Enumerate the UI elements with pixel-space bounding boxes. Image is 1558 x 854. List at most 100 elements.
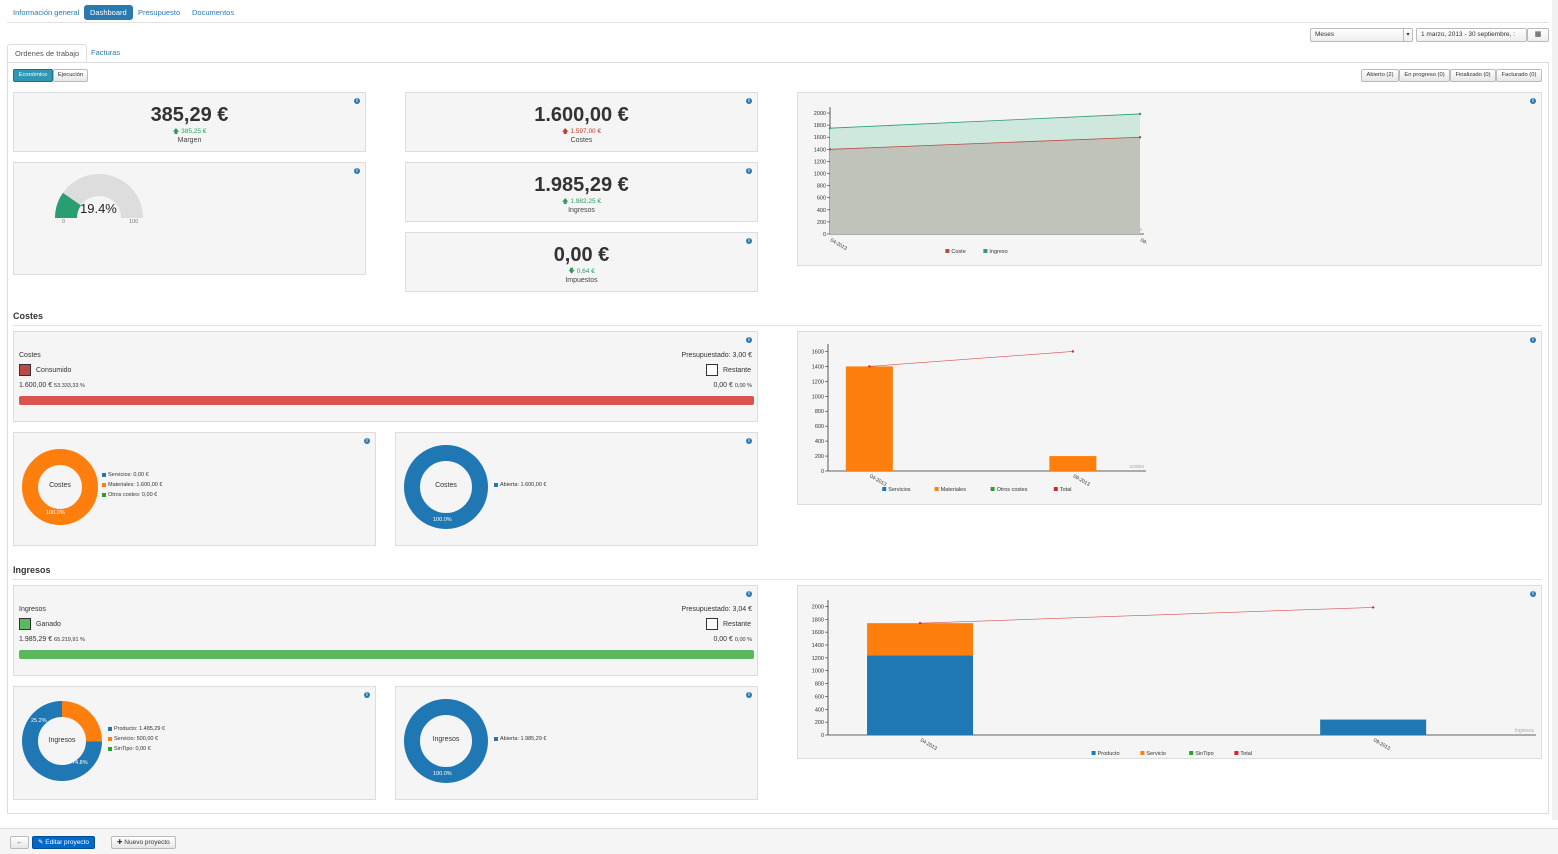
y-tick-label: 1000 bbox=[812, 669, 824, 675]
kpi-income-card: i 1.985,29 € 🡅 1.982,25 € Ingresos bbox=[405, 162, 758, 222]
kpi-taxes-delta-value: 0,64 € bbox=[576, 268, 595, 275]
point-total bbox=[1371, 606, 1375, 609]
execution-toggle[interactable]: Ejecución bbox=[53, 69, 88, 82]
kpi-taxes-value: 0,00 € bbox=[553, 244, 610, 266]
y-tick-label: 0 bbox=[821, 733, 824, 739]
y-tick-label: 600 bbox=[815, 424, 824, 430]
consumed-pct: 53.333,33 % bbox=[54, 383, 85, 389]
info-icon[interactable]: i bbox=[1530, 98, 1536, 104]
nav-documentos[interactable]: Documentos bbox=[192, 8, 235, 17]
donut-pct-label: 100.0% bbox=[433, 771, 452, 777]
info-icon[interactable]: i bbox=[746, 591, 752, 597]
point-total bbox=[868, 365, 871, 368]
y-tick-label: 600 bbox=[815, 694, 824, 700]
point-coste bbox=[1138, 136, 1142, 139]
ingresos-status-donut-card: i Ingresos 100.0% Abierta: 1.985,29 € bbox=[395, 686, 758, 800]
legend-item: Servicio: 500,00 € bbox=[108, 736, 158, 742]
filter-facturado[interactable]: Facturado (0) bbox=[1496, 69, 1542, 82]
legend-swatch bbox=[1140, 751, 1145, 755]
back-button[interactable]: ← bbox=[10, 836, 29, 849]
filter-abierto[interactable]: Abierto (2) bbox=[1361, 69, 1399, 82]
ingresos-type-donut-card: i Ingresos 25.2% 74.8% Producto: 1.485,2… bbox=[13, 686, 376, 800]
y-tick-label: 1200 bbox=[812, 379, 824, 385]
bar-servicio bbox=[867, 623, 974, 656]
divider bbox=[13, 579, 1542, 580]
filter-finalizado[interactable]: Finalizado (0) bbox=[1450, 69, 1496, 82]
info-icon[interactable]: i bbox=[746, 168, 752, 174]
legend-item: Producto: 1.485,29 € bbox=[108, 726, 165, 732]
legend-item: Abierta: 1.985,29 € bbox=[494, 736, 546, 742]
legend-label: Total bbox=[1240, 751, 1252, 757]
point-ingreso bbox=[1138, 112, 1142, 116]
y-tick-label: 1400 bbox=[814, 147, 826, 153]
arrow-up-icon: 🡅 bbox=[561, 128, 571, 135]
earned-pct: 65.219,91 % bbox=[54, 637, 85, 643]
info-icon[interactable]: i bbox=[364, 692, 370, 698]
tab-ordenes-de-trabajo[interactable]: Ordenes de trabajo bbox=[7, 44, 88, 63]
kpi-costs-card: i 1.600,00 € 🡅 1.597,00 € Costes bbox=[405, 92, 758, 152]
calendar-button[interactable]: ▦ bbox=[1527, 28, 1549, 42]
kpi-margin-label: Margen bbox=[177, 137, 202, 144]
info-icon[interactable]: i bbox=[354, 168, 360, 174]
x-tick-label: 04-2013 bbox=[829, 238, 848, 252]
earned-amount: 1.985,29 € 65.219,91 % bbox=[19, 636, 85, 643]
info-icon[interactable]: i bbox=[1530, 591, 1536, 597]
kpi-margin-value: 385,29 € bbox=[150, 104, 229, 126]
kpi-income-delta: 🡅 1.982,25 € bbox=[406, 197, 757, 208]
legend-item: Otros costes: 0,00 € bbox=[102, 492, 157, 498]
y-tick-label: 400 bbox=[815, 707, 824, 713]
economic-toggle[interactable]: Económico bbox=[13, 69, 53, 82]
y-tick-label: 400 bbox=[817, 208, 826, 214]
info-icon[interactable]: i bbox=[746, 438, 752, 444]
info-icon[interactable]: i bbox=[1530, 337, 1536, 343]
kpi-margin-delta: 🡅 385,25 € bbox=[14, 127, 365, 138]
donut-slice-abierta bbox=[404, 445, 488, 529]
y-tick-label: 1600 bbox=[812, 349, 824, 355]
date-range-value: 1 marzo, 2013 - 30 septiembre, : bbox=[1421, 31, 1515, 38]
info-icon[interactable]: i bbox=[746, 98, 752, 104]
date-range-input[interactable]: 1 marzo, 2013 - 30 septiembre, : bbox=[1416, 28, 1527, 42]
filter-en-progreso[interactable]: En progreso (0) bbox=[1399, 69, 1450, 82]
bar-producto bbox=[867, 655, 974, 735]
point-ingreso bbox=[828, 126, 832, 130]
legend-swatch bbox=[983, 249, 988, 253]
donut-center-label: Costes bbox=[49, 482, 71, 489]
area-chart-card: i 0 200 400 600 800 1000 1200 1400 1600 1800 2000 I… bbox=[797, 92, 1542, 266]
period-select[interactable]: Meses ▾ bbox=[1310, 28, 1413, 42]
x-tick-label: 09-2013 bbox=[1072, 474, 1091, 488]
earned-label: Ganado bbox=[36, 621, 61, 628]
y-tick-label: 0 bbox=[823, 232, 826, 238]
plus-icon: ✚ bbox=[117, 839, 125, 846]
divider bbox=[13, 325, 1542, 326]
y-tick-label: 1400 bbox=[812, 643, 824, 649]
nav-informacion-general[interactable]: Información general bbox=[13, 8, 80, 17]
info-icon[interactable]: i bbox=[746, 692, 752, 698]
edit-project-button[interactable]: ✎ Editar proyecto bbox=[32, 836, 95, 849]
bar-producto bbox=[1320, 719, 1427, 735]
costes-progress-bar bbox=[19, 396, 754, 405]
nav-dashboard[interactable]: Dashboard bbox=[84, 5, 133, 20]
line-ingreso bbox=[829, 113, 1141, 129]
x-tick-label: 04-2013 bbox=[919, 738, 938, 752]
scrollbar[interactable] bbox=[1552, 0, 1558, 820]
info-icon[interactable]: i bbox=[364, 438, 370, 444]
info-icon[interactable]: i bbox=[354, 98, 360, 104]
legend-swatch bbox=[1091, 751, 1096, 755]
remaining-swatch bbox=[706, 618, 718, 630]
kpi-income-value: 1.985,29 € bbox=[534, 174, 629, 196]
y-tick-label: 1400 bbox=[812, 364, 824, 370]
y-tick-label: 1200 bbox=[812, 656, 824, 662]
tab-facturas[interactable]: Facturas bbox=[91, 48, 121, 57]
costes-section-title: Costes bbox=[13, 311, 44, 321]
new-project-button[interactable]: ✚ Nuevo proyecto bbox=[111, 836, 176, 849]
info-icon[interactable]: i bbox=[746, 337, 752, 343]
info-icon[interactable]: i bbox=[746, 238, 752, 244]
ingresos-section-title: Ingresos bbox=[13, 565, 51, 575]
tab-divider bbox=[7, 62, 1549, 63]
remaining-pct: 0,00 % bbox=[734, 637, 752, 643]
nav-presupuesto[interactable]: Presupuesto bbox=[138, 8, 181, 17]
donut-center-label: Ingresos bbox=[432, 736, 460, 743]
tab-content-frame bbox=[7, 62, 1549, 814]
costes-status-donut bbox=[404, 445, 488, 529]
kpi-taxes-label: Impuestos bbox=[565, 277, 598, 284]
